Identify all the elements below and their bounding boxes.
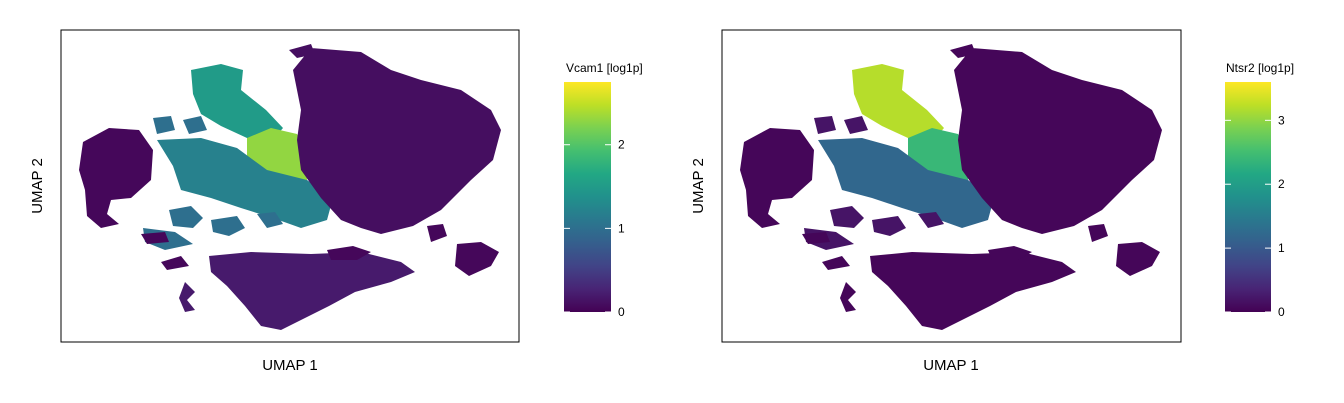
colorbar-tick-label: 1 xyxy=(1278,241,1285,255)
cluster-top-left-arm xyxy=(191,64,283,142)
cluster-small-islands-center xyxy=(804,116,944,250)
cluster-bottom-mass xyxy=(179,252,415,330)
cell-clusters xyxy=(740,44,1162,330)
colorbar-tick-label: 2 xyxy=(1278,177,1285,191)
colorbar-ticks: 0 1 2 xyxy=(564,138,625,319)
umap-panel-vcam1: UMAP 1 UMAP 2 Vcam1 [log1p] 0 1 2 xyxy=(29,29,643,374)
y-axis-label: UMAP 2 xyxy=(29,158,46,214)
cluster-right-small-clusters xyxy=(802,224,1160,276)
cluster-top-right-mass xyxy=(289,44,501,234)
legend-title: Ntsr2 [log1p] xyxy=(1226,61,1294,75)
cluster-left-cluster xyxy=(79,128,153,228)
cluster-middle-band xyxy=(818,138,994,228)
x-axis-label: UMAP 1 xyxy=(262,357,318,374)
colorbar xyxy=(564,82,611,312)
plot-frame xyxy=(60,29,520,343)
colorbar-tick-label: 0 xyxy=(618,305,625,319)
colorbar-tick-label: 0 xyxy=(1278,305,1285,319)
legend-title: Vcam1 [log1p] xyxy=(566,61,643,75)
plot-frame xyxy=(721,29,1182,343)
umap-panel-ntsr2: UMAP 1 UMAP 2 Ntsr2 [log1p] 0 1 2 3 xyxy=(690,29,1294,374)
cluster-bottom-mass xyxy=(840,252,1076,330)
colorbar-ticks: 0 1 2 3 xyxy=(1225,113,1285,319)
colorbar-tick-label: 3 xyxy=(1278,113,1285,127)
cluster-top-left-arm xyxy=(852,64,944,142)
cluster-right-small-clusters xyxy=(141,224,499,276)
cluster-middle-band xyxy=(157,138,333,228)
cluster-top-right-mass xyxy=(950,44,1162,234)
cluster-left-cluster xyxy=(740,128,814,228)
y-axis-label: UMAP 2 xyxy=(690,158,707,214)
colorbar xyxy=(1225,82,1271,312)
x-axis-label: UMAP 1 xyxy=(923,357,979,374)
cluster-small-islands-center xyxy=(143,116,283,250)
cell-clusters xyxy=(79,44,501,330)
colorbar-tick-label: 2 xyxy=(618,138,625,152)
colorbar-tick-label: 1 xyxy=(618,221,625,235)
